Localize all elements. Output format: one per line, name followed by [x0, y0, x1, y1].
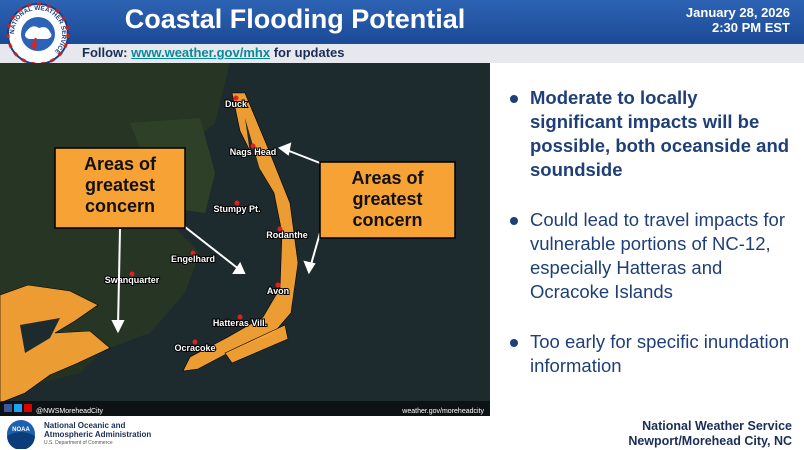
- callout-line: Areas of: [351, 168, 424, 188]
- noaa-line: Atmospheric Administration: [44, 430, 152, 439]
- place-dot: [237, 314, 243, 320]
- place-label: Hatteras Vill.: [213, 318, 267, 328]
- follow-link[interactable]: www.weather.gov/mhx: [131, 45, 271, 60]
- bullet-list: Moderate to locally significant impacts …: [494, 64, 804, 416]
- noaa-name: National Oceanic and Atmospheric Administ…: [44, 421, 151, 439]
- noaa-logo-text: NOAA: [12, 427, 30, 433]
- place-label: Engelhard: [171, 254, 215, 264]
- footer: [0, 416, 804, 450]
- place-label: Duck: [225, 99, 248, 109]
- noaa-logo: NOAA: [7, 420, 35, 449]
- map-url: weather.gov/moreheadcity: [401, 408, 484, 415]
- timestamp: January 28, 2026 2:30 PM EST: [686, 5, 790, 35]
- doc-line: U.S. Department of Commerce: [44, 440, 113, 446]
- callout-box: [319, 161, 456, 239]
- noaa-line: National Oceanic and: [44, 421, 126, 430]
- place-dot: [250, 143, 256, 149]
- callout-line: greatest: [85, 175, 155, 195]
- place-dot: [129, 271, 135, 277]
- title: Coastal Flooding Potential: [124, 4, 466, 34]
- callout-box: [54, 147, 186, 229]
- date: January 28, 2026: [685, 5, 790, 20]
- bullet: Moderate to locally significant impacts …: [508, 86, 794, 182]
- header-bar: [0, 0, 804, 44]
- callout-line: Areas of: [84, 154, 157, 174]
- follow-suffix: for updates: [273, 45, 345, 60]
- place-label: Ocracoke: [174, 343, 215, 353]
- office: National Weather Service Newport/Morehead…: [628, 419, 792, 449]
- place-dot: [277, 226, 283, 232]
- social-handle: @NWSMoreheadCity: [36, 408, 104, 415]
- office-line: National Weather Service: [642, 419, 792, 433]
- follow-prefix: Follow:: [82, 45, 128, 60]
- office-line: Newport/Morehead City, NC: [628, 434, 792, 448]
- callout-text: Areas of greatest concern: [351, 168, 424, 230]
- callout-line: concern: [352, 210, 422, 230]
- map: Duck Nags Head Stumpy Pt. Rodanthe Engelhard…: [0, 63, 490, 416]
- place-dot: [275, 282, 281, 288]
- nws-logo: NATIONAL WEATHER SERVICE: [6, 2, 70, 66]
- callout-text: Areas of greatest concern: [84, 154, 157, 216]
- place-label: Rodanthe: [266, 230, 308, 240]
- place-label: Nags Head: [230, 147, 277, 157]
- callout-line: concern: [85, 196, 155, 216]
- place-label: Stumpy Pt.: [213, 204, 260, 214]
- place-label: Avon: [267, 286, 289, 296]
- place-label: Swanquarter: [105, 275, 160, 285]
- bullet: Could lead to travel impacts for vulnera…: [508, 208, 794, 304]
- bullet: Too early for specific inundation inform…: [508, 330, 794, 378]
- place-dot: [190, 250, 196, 256]
- place-dot: [234, 200, 240, 206]
- follow-bar: Follow: www.weather.gov/mhx for updates: [0, 44, 804, 63]
- place-dot: [233, 95, 239, 101]
- time: 2:30 PM EST: [711, 20, 790, 35]
- callout-line: greatest: [352, 189, 422, 209]
- place-dot: [192, 339, 198, 345]
